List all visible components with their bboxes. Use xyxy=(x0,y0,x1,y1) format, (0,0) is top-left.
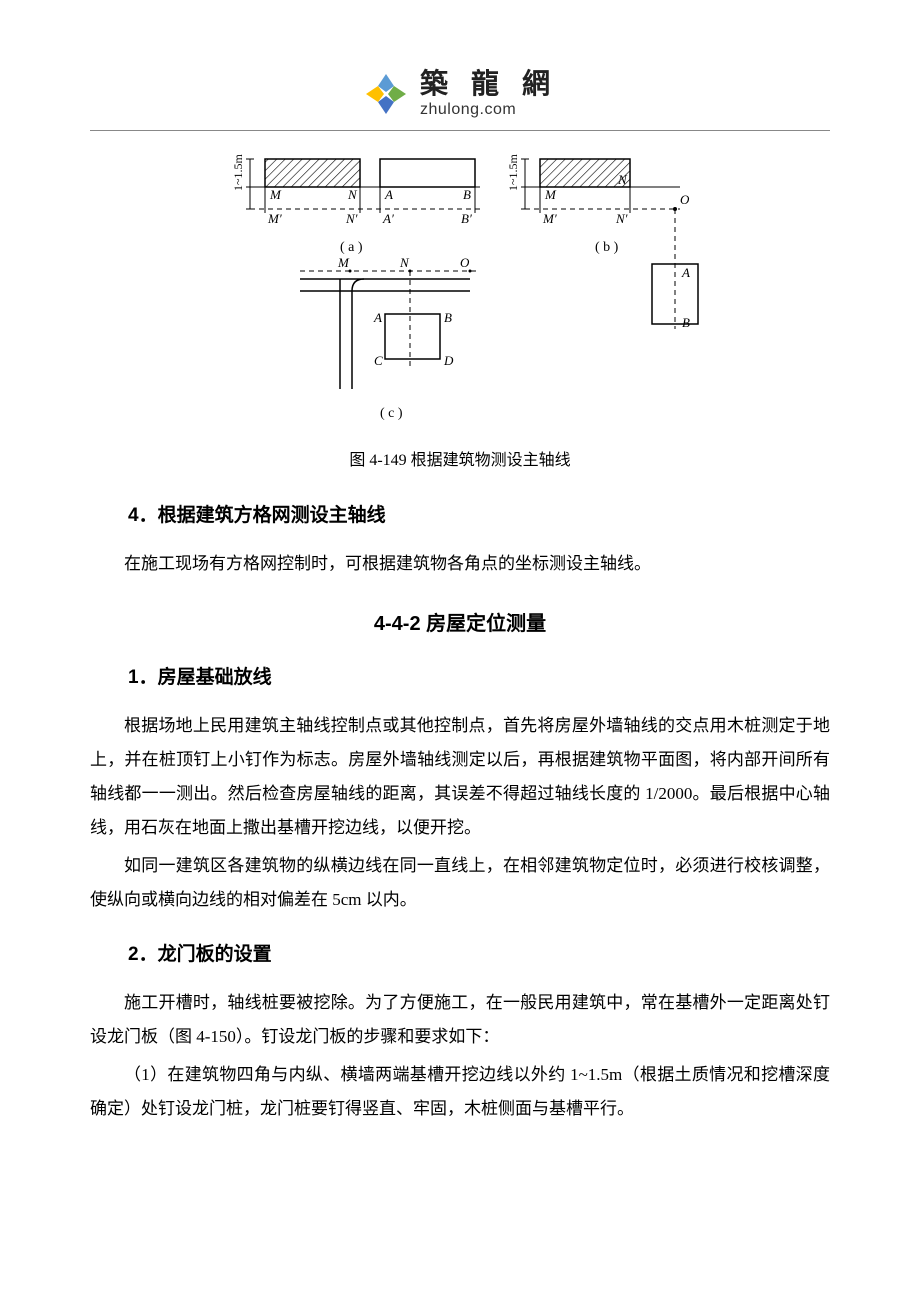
para-2a: 施工开槽时，轴线桩要被挖除。为了方便施工，在一般民用建筑中，常在基槽外一定距离处… xyxy=(90,986,830,1054)
page-header: 築 龍 網 zhulong.com xyxy=(90,70,830,131)
svg-text:1~1.5m: 1~1.5m xyxy=(231,154,245,191)
svg-text:M: M xyxy=(544,187,557,202)
svg-text:M: M xyxy=(269,187,282,202)
svg-text:D: D xyxy=(443,353,454,368)
para-grid: 在施工现场有方格网控制时，可根据建筑物各角点的坐标测设主轴线。 xyxy=(90,547,830,581)
svg-text:B′: B′ xyxy=(461,211,472,226)
svg-text:B: B xyxy=(463,187,471,202)
svg-text:O: O xyxy=(680,192,690,207)
document-page: 築 龍 網 zhulong.com 1~1.5m xyxy=(0,0,920,1170)
section-4-4-2: 4-4-2 房屋定位测量 xyxy=(90,607,830,636)
heading-1: 1．房屋基础放线 xyxy=(90,662,830,689)
svg-text:N: N xyxy=(347,187,358,202)
logo-chinese: 築 龍 網 xyxy=(420,70,558,101)
svg-text:N′: N′ xyxy=(615,211,628,226)
svg-text:N: N xyxy=(617,172,628,187)
svg-text:( b ): ( b ) xyxy=(595,240,619,255)
svg-text:M: M xyxy=(337,255,350,270)
para-1b: 如同一建筑区各建筑物的纵横边线在同一直线上，在相邻建筑物定位时，必须进行校核调整… xyxy=(90,849,830,917)
para-1a: 根据场地上民用建筑主轴线控制点或其他控制点，首先将房屋外墙轴线的交点用木桩测定于… xyxy=(90,709,830,845)
svg-text:B: B xyxy=(444,310,452,325)
logo: 築 龍 網 zhulong.com xyxy=(362,70,558,118)
para-2b: （1）在建筑物四角与内纵、横墙两端基槽开挖边线以外约 1~1.5m（根据土质情况… xyxy=(90,1058,830,1126)
svg-text:M′: M′ xyxy=(267,211,282,226)
figure-4-149: 1~1.5m M N A B M′ N′ A′ B′ ( a ) 1 xyxy=(210,149,710,434)
logo-mark-icon xyxy=(362,70,410,118)
svg-text:A: A xyxy=(384,187,393,202)
svg-text:O: O xyxy=(460,255,470,270)
heading-4: 4．根据建筑方格网测设主轴线 xyxy=(90,500,830,527)
svg-text:1~1.5m: 1~1.5m xyxy=(506,154,520,191)
figure-svg: 1~1.5m M N A B M′ N′ A′ B′ ( a ) 1 xyxy=(210,149,710,429)
logo-url: zhulong.com xyxy=(420,101,558,119)
svg-text:C: C xyxy=(374,353,383,368)
svg-text:M′: M′ xyxy=(542,211,557,226)
svg-text:A: A xyxy=(681,265,690,280)
svg-text:( a ): ( a ) xyxy=(340,240,363,255)
heading-2: 2．龙门板的设置 xyxy=(90,939,830,966)
figure-caption: 图 4-149 根据建筑物测设主轴线 xyxy=(90,446,830,470)
svg-text:N′: N′ xyxy=(345,211,358,226)
svg-text:( c ): ( c ) xyxy=(380,406,403,421)
svg-text:B: B xyxy=(682,315,690,330)
svg-text:A′: A′ xyxy=(382,211,394,226)
svg-text:N: N xyxy=(399,255,410,270)
svg-text:A: A xyxy=(373,310,382,325)
logo-text: 築 龍 網 zhulong.com xyxy=(420,70,558,118)
